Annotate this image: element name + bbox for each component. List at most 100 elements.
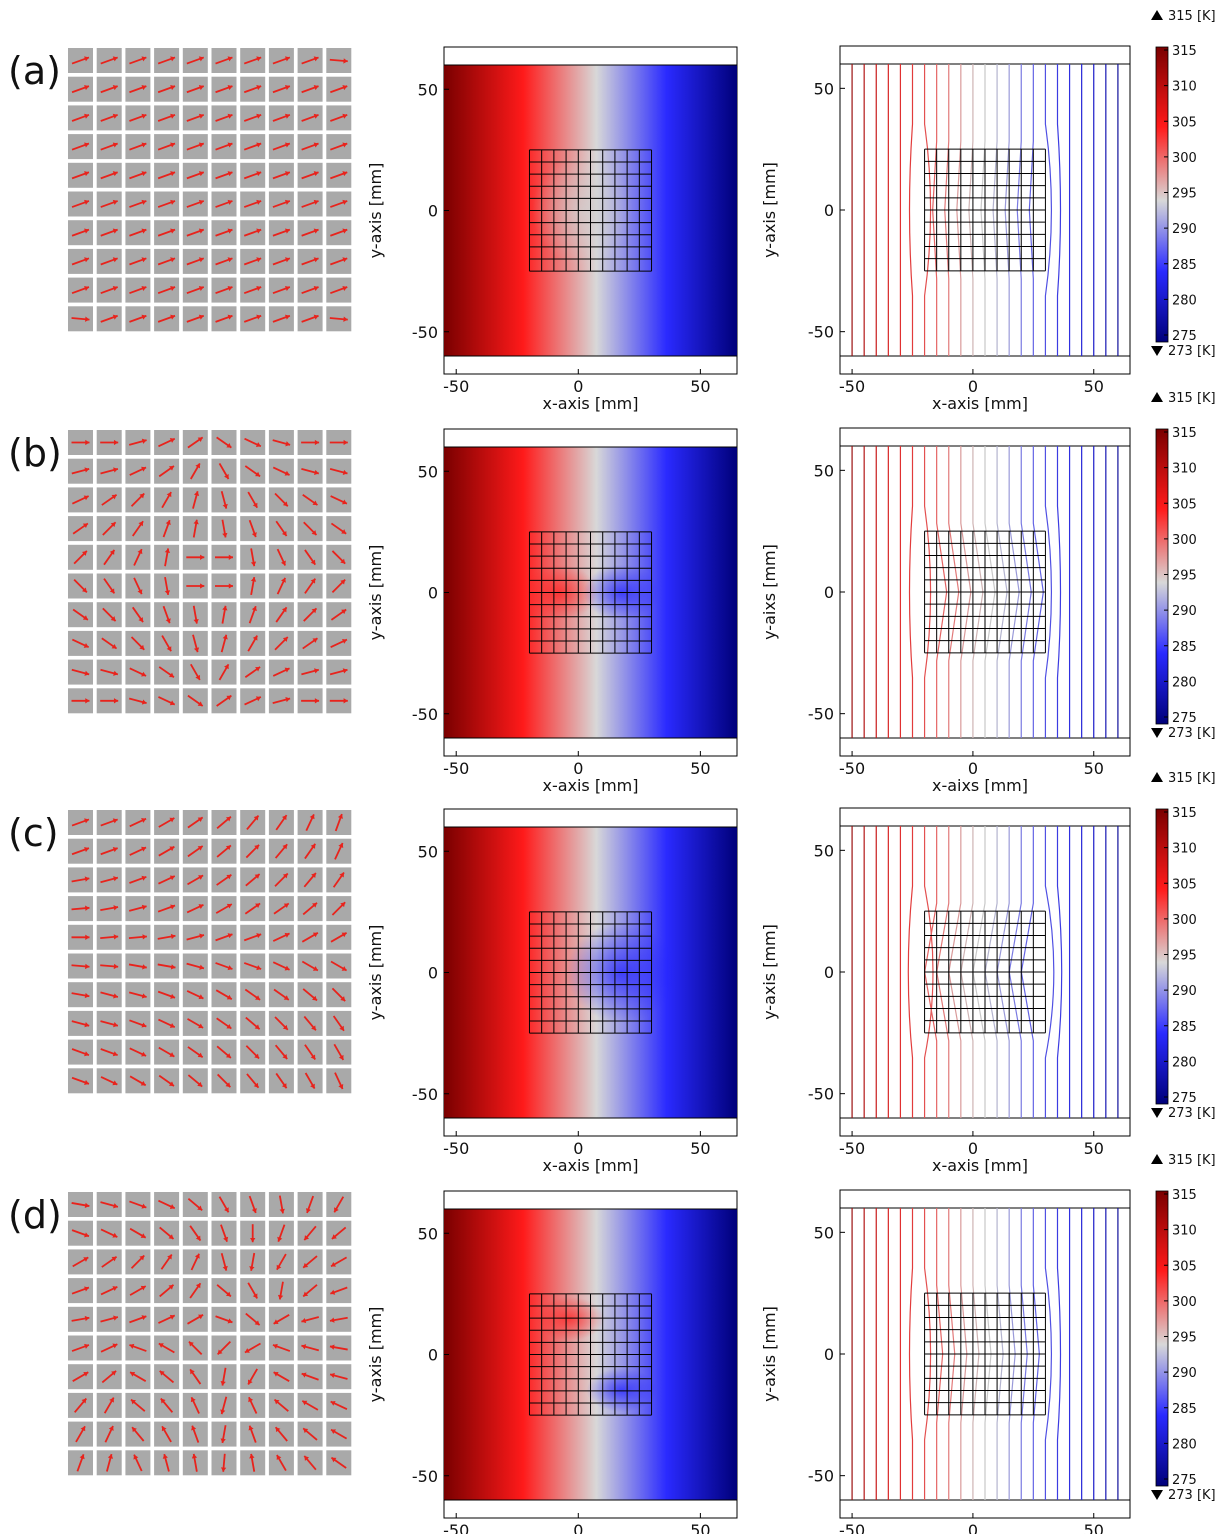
colorbar-tick-label: 290 <box>1172 984 1197 999</box>
arrow-head <box>112 113 118 119</box>
arrow-head <box>339 1025 344 1031</box>
arrow-head <box>341 499 347 505</box>
colorbar-tick-label: 295 <box>1172 949 1197 964</box>
arrow-head <box>313 199 319 205</box>
y-axis-label: y-axis [mm] <box>760 1306 779 1402</box>
arrow-head <box>158 1343 164 1348</box>
arrow-head <box>255 995 261 1000</box>
arrow-head <box>338 843 344 849</box>
arrow-head <box>313 171 319 177</box>
x-axis-label: x-axis [mm] <box>542 776 638 795</box>
arrow-head <box>310 843 316 849</box>
colorbar-tick-label: 305 <box>1172 877 1197 892</box>
arrow-head <box>200 583 205 589</box>
arrow-head <box>253 815 259 821</box>
arrow-head <box>274 1399 280 1405</box>
arrow-head <box>254 844 260 850</box>
arrow-head <box>256 228 262 234</box>
y-axis-label: y-axis [mm] <box>760 924 779 1020</box>
y-tick-label: -50 <box>412 1467 438 1486</box>
arrow-head <box>162 1454 168 1459</box>
arrow-head <box>280 577 286 583</box>
arrow-head <box>303 1428 309 1434</box>
arrow-head <box>169 700 175 706</box>
arrow-head <box>140 1080 146 1086</box>
isotherm-line <box>1056 826 1063 1118</box>
arrow-head <box>112 228 118 234</box>
y-tick-label: 0 <box>824 963 834 982</box>
arrow-head <box>330 1372 335 1379</box>
arrow-head <box>252 635 258 641</box>
arrow-head <box>284 470 290 476</box>
arrow-head <box>141 1051 147 1057</box>
arrow-head <box>312 500 318 506</box>
arrow-head <box>301 1344 307 1350</box>
arrow-head <box>113 1315 118 1321</box>
arrow-head <box>252 502 258 508</box>
arrow-head <box>79 1454 85 1460</box>
arrow-head <box>85 698 90 704</box>
arrow-head <box>195 674 201 680</box>
arrow-head <box>81 1398 87 1404</box>
arrow-head <box>168 466 174 471</box>
arrow-head <box>273 1319 279 1325</box>
colorbar-tick-label: 275 <box>1172 329 1197 344</box>
arrow-head <box>113 467 118 473</box>
arrow-head <box>198 56 204 62</box>
panel-label: (c) <box>8 811 59 855</box>
y-tick-label: 0 <box>824 1345 834 1364</box>
arrow-head <box>198 85 204 91</box>
x-tick-label: -50 <box>839 1521 865 1534</box>
arrow-head <box>141 171 147 177</box>
arrow-head <box>284 142 290 148</box>
colorbar-tick-label: 305 <box>1172 115 1197 130</box>
arrow-head <box>138 521 144 527</box>
colorbar-tick-label: 285 <box>1172 258 1197 273</box>
arrow-head <box>314 439 320 446</box>
arrow-head <box>281 607 287 613</box>
y-axis-label: y-axis [mm] <box>760 162 779 258</box>
arrow-head <box>85 439 90 446</box>
arrow-head <box>113 905 119 911</box>
y-tick-label: 0 <box>428 964 438 983</box>
arrow-head <box>112 1080 118 1086</box>
arrow-head <box>222 634 228 640</box>
isotherm-plot: -50 -50 0 0 50 50 x-axis [mm] y-axis [mm] <box>760 807 1131 1175</box>
arrow-head <box>330 1400 336 1406</box>
arrow-head <box>141 285 147 291</box>
colorbar-min-label: 273 [K] <box>1168 1106 1216 1121</box>
arrow-head <box>342 257 348 263</box>
arrow-head <box>198 228 204 234</box>
arrow-head <box>168 1234 174 1239</box>
arrow-head <box>225 1053 231 1058</box>
arrow-head <box>310 1083 315 1089</box>
arrow-head <box>282 844 288 850</box>
arrow-head <box>276 1455 282 1461</box>
arrow-head <box>198 994 204 1000</box>
colorbar-tick-label: 290 <box>1172 1366 1197 1381</box>
arrow-head <box>256 142 262 148</box>
x-axis-label: x-axis [mm] <box>932 394 1028 413</box>
arrow-head <box>195 1235 201 1241</box>
arrow-head <box>84 1315 90 1322</box>
arrow-head <box>342 199 348 205</box>
arrow-head <box>112 285 118 291</box>
arrow-head <box>170 933 176 940</box>
arrow-head <box>313 314 319 320</box>
arrow-head <box>84 847 89 853</box>
arrow-head <box>311 873 316 878</box>
arrow-head <box>169 846 175 852</box>
isotherm-line <box>1056 446 1062 738</box>
arrow-head <box>277 1236 283 1242</box>
y-axis-label: y-axis [mm] <box>366 545 385 641</box>
arrow-head <box>141 199 147 205</box>
arrow-head <box>140 1285 146 1291</box>
arrow-head <box>251 1208 257 1213</box>
arrow-head <box>329 1317 335 1323</box>
arrow-head <box>85 934 90 940</box>
arrow-head <box>112 85 118 91</box>
arrow-head <box>227 257 233 263</box>
panel-label: (d) <box>8 1193 62 1237</box>
isotherm-line <box>1044 64 1053 356</box>
arrow-head <box>343 439 348 446</box>
